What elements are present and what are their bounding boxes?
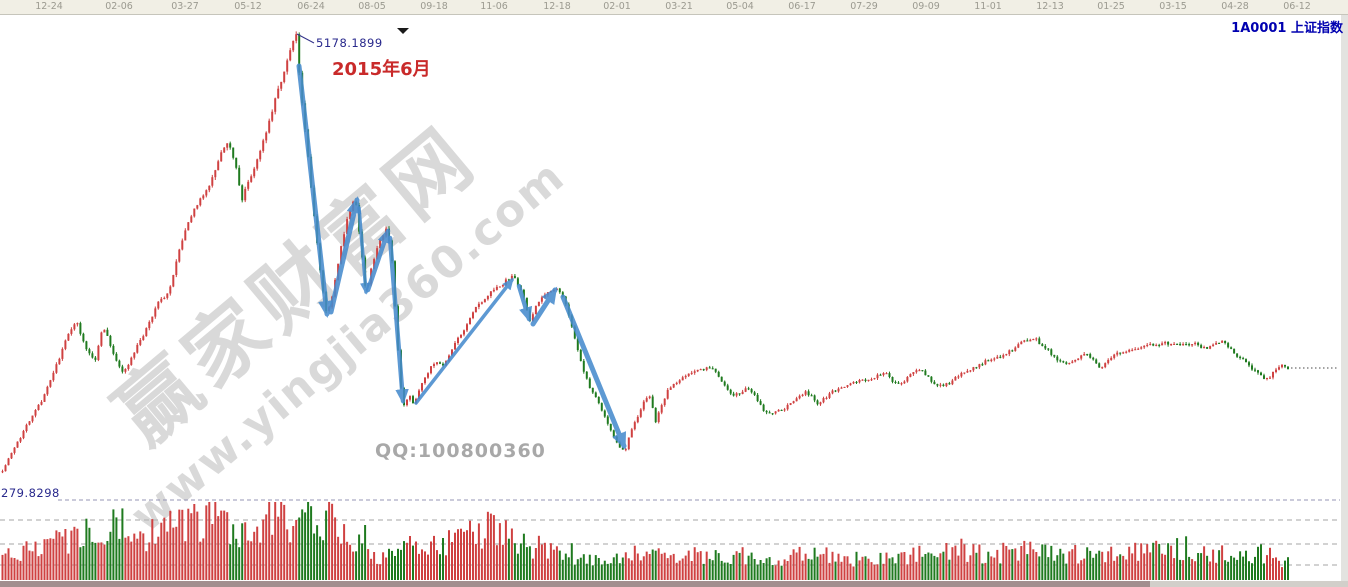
axis-date-label: 01-25 [1097,1,1125,12]
symbol-title: 1A0001 上证指数 [1231,21,1343,36]
bottom-left-value-label: 279.8298 [1,486,60,500]
triangle-down-marker-icon [397,28,409,34]
axis-date-label: 09-18 [420,1,448,12]
date-axis-strip: 12-24 02-06 03-27 05-12 06-24 08-05 09-18 11-06… [0,0,1348,15]
axis-date-label: 04-28 [1221,1,1249,12]
axis-date-label: 12-18 [543,1,571,12]
axis-date-label: 11-01 [974,1,1002,12]
axis-date-label: 03-21 [665,1,693,12]
horizontal-scrollbar[interactable] [0,581,1348,587]
axis-date-label: 09-09 [912,1,940,12]
axis-date-label: 07-29 [850,1,878,12]
axis-date-label: 02-06 [105,1,133,12]
axis-date-label: 06-12 [1283,1,1311,12]
axis-date-label: 08-05 [358,1,386,12]
scrollbar-thumb[interactable] [0,581,1150,587]
axis-date-label: 06-24 [297,1,325,12]
axis-date-label: 05-04 [726,1,754,12]
qq-watermark: QQ:100800360 [375,440,546,462]
axis-date-label: 06-17 [788,1,816,12]
axis-date-label: 05-12 [234,1,262,12]
axis-date-label: 12-24 [35,1,63,12]
axis-date-label: 02-01 [603,1,631,12]
axis-date-label: 11-06 [480,1,508,12]
peak-period-annotation: 2015年6月 [332,59,431,80]
right-edge-strip [1341,14,1348,581]
axis-date-label: 12-13 [1036,1,1064,12]
peak-price-label: 5178.1899 [316,36,383,50]
axis-date-label: 03-15 [1159,1,1187,12]
axis-date-label: 03-27 [171,1,199,12]
